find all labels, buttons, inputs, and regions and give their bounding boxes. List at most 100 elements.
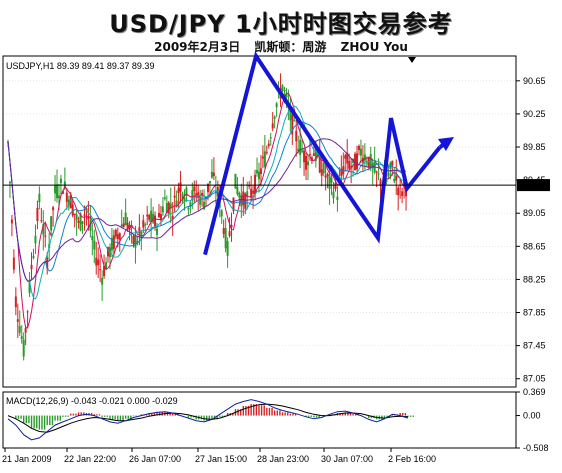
triangle-down-icon[interactable] [408, 57, 416, 63]
candle-body [220, 210, 223, 217]
candle-body [332, 191, 335, 199]
candle-body [244, 194, 247, 209]
moving-averages [7, 92, 407, 329]
candle-body [322, 163, 325, 174]
macd-y-tick-label: -0.508 [523, 443, 549, 453]
candle-body [224, 228, 227, 249]
candle-body [187, 208, 190, 210]
ma-fast-line [7, 92, 407, 329]
candle-body [334, 182, 337, 190]
candle-body [175, 200, 178, 207]
macd-histogram [15, 404, 414, 430]
candle-body [328, 175, 331, 189]
candle-body [330, 177, 333, 183]
candle-body [36, 207, 39, 221]
candle-body [93, 240, 96, 250]
candle-body [395, 175, 398, 181]
candle-body [363, 154, 366, 161]
candle-body [81, 221, 84, 224]
candle-body [397, 187, 400, 196]
candle-body [103, 265, 106, 277]
candle-body [114, 229, 117, 237]
candle-body [356, 153, 359, 170]
candle-body [257, 171, 260, 180]
candle-body [116, 234, 119, 240]
candle-body [259, 168, 262, 175]
x-tick-label: 27 Jan 15:00 [195, 454, 247, 464]
candle-body [181, 193, 184, 199]
candle-body [124, 212, 127, 226]
x-tick-label: 28 Jan 23:00 [257, 454, 309, 464]
candle-body [238, 193, 241, 198]
candle-body [234, 173, 237, 189]
candle-body [122, 223, 125, 228]
candle-body [69, 194, 72, 209]
candle-body [199, 196, 202, 205]
candle-body [50, 216, 53, 231]
candle-body [324, 175, 327, 178]
candle-body [336, 196, 339, 200]
y-tick-label: 88.25 [523, 274, 546, 284]
chart-subtitle: 2009年2月3日 凯斯顿：周游 ZHOU You [0, 38, 562, 55]
candle-body [14, 296, 17, 308]
candle-body [405, 189, 408, 197]
candle-body [314, 146, 317, 161]
main-y-axis: 90.65 90.25 89.85 89.45 89.05 88.65 88.25 87.85… [516, 76, 546, 384]
candle-body [110, 237, 113, 251]
candle-body [281, 85, 284, 91]
candle-body [95, 257, 98, 266]
y-tick-label: 88.65 [523, 241, 546, 251]
candle-body [291, 114, 294, 135]
candle-body [246, 191, 249, 197]
y-tick-label: 89.05 [523, 208, 546, 218]
candle-body [193, 186, 196, 192]
x-tick-label: 2 Feb 16:00 [388, 454, 436, 464]
candle-body [30, 264, 33, 270]
candle-body [283, 90, 286, 92]
x-tick-label: 30 Jan 07:00 [321, 454, 373, 464]
candle-body [212, 172, 215, 177]
candle-body [357, 145, 360, 151]
candle-body [61, 191, 64, 194]
candle-body [214, 190, 217, 193]
candle-body [112, 235, 115, 249]
candle-body [83, 214, 86, 216]
candle-body [273, 116, 276, 119]
y-tick-label: 89.45 [523, 175, 546, 185]
candle-body [230, 224, 233, 228]
candle-body [150, 210, 153, 222]
macd-y-axis: 0.369 0.00 -0.508 [516, 387, 549, 453]
candle-body [242, 191, 245, 205]
candle-body [228, 231, 231, 237]
candle-body [8, 182, 11, 184]
candle-body [289, 110, 292, 121]
candle-body [265, 151, 268, 153]
candle-body [71, 204, 74, 216]
x-axis: 21 Jan 2009 22 Jan 22:00 26 Jan 07:00 27 Ja… [2, 448, 436, 464]
macd-panel-label: MACD(12,26,9) -0.043 -0.021 0.000 -0.029 [6, 396, 178, 406]
candle-body [126, 222, 129, 229]
macd-y-tick-label: 0.369 [523, 387, 546, 397]
candle-body [54, 184, 57, 194]
candle-body [77, 221, 80, 223]
candle-body [171, 215, 174, 220]
candle-body [52, 207, 55, 211]
candle-body [32, 256, 35, 258]
y-tick-label: 87.05 [523, 374, 546, 384]
candle-body [120, 224, 123, 227]
y-tick-label: 89.85 [523, 142, 546, 152]
candle-body [91, 235, 94, 241]
candle-body [326, 174, 329, 177]
annotation-zigzag [203, 51, 442, 256]
candle-body [59, 178, 62, 184]
candle-body [156, 228, 159, 235]
candle-body [303, 150, 306, 163]
candle-body [344, 155, 347, 159]
candle-body [148, 215, 151, 220]
candle-body [375, 171, 378, 173]
candle-body [365, 162, 368, 164]
candle-body [24, 328, 27, 333]
candle-body [97, 259, 100, 266]
candle-body [250, 188, 253, 197]
